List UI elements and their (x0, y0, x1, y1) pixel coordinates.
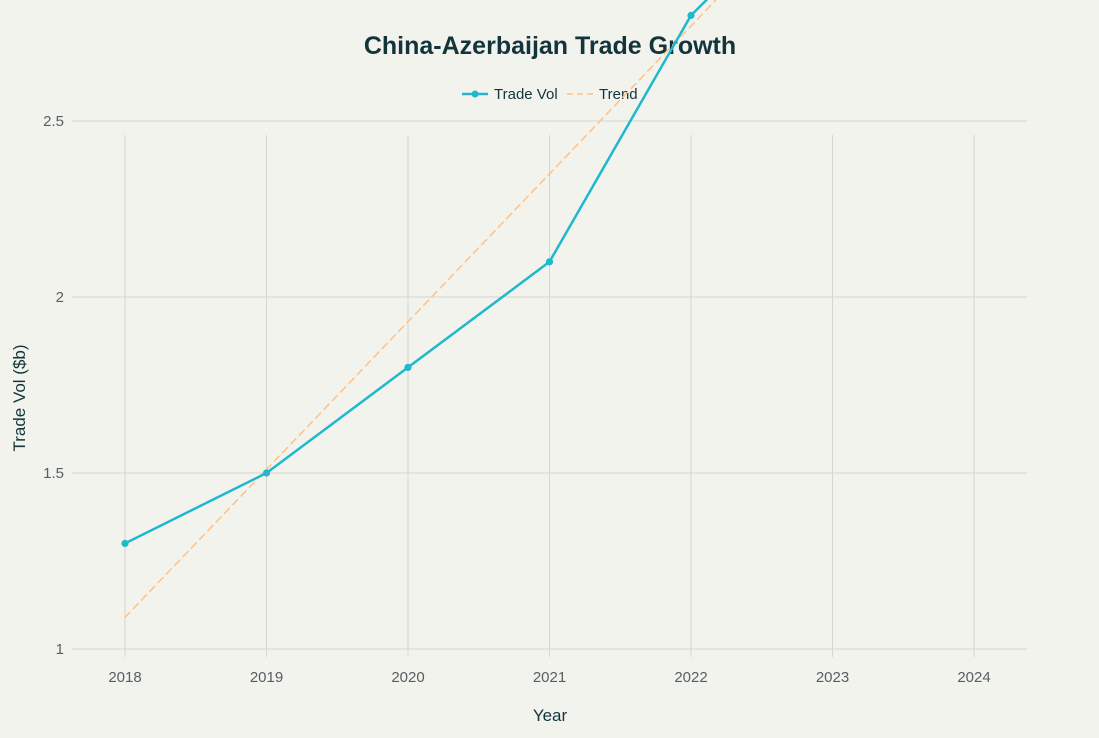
x-tick-label: 2022 (674, 669, 707, 686)
x-tick-label: 2021 (533, 669, 566, 686)
data-point-trade-vol[interactable] (404, 363, 412, 371)
x-tick-label: 2023 (816, 669, 849, 686)
y-axis-title: Trade Vol ($b) (10, 344, 29, 451)
data-point-trade-vol[interactable] (262, 469, 271, 477)
y-tick-label: 1 (56, 641, 64, 658)
x-tick-label: 2020 (391, 669, 424, 686)
x-tick-label: 2024 (957, 669, 990, 686)
x-tick-label: 2019 (250, 669, 283, 686)
data-point-trade-vol[interactable] (687, 11, 695, 19)
data-point-trade-vol[interactable] (545, 258, 554, 266)
legend-label-trend: Trend (599, 86, 638, 103)
x-axis-title: Year (533, 706, 568, 725)
y-tick-label: 2 (56, 289, 64, 306)
legend: Trade Vol Trend (462, 86, 638, 103)
y-tick-label: 1.5 (43, 465, 64, 482)
grid (72, 120, 1027, 657)
y-tick-label: 2.5 (43, 113, 64, 130)
x-tick-label: 2018 (108, 669, 141, 686)
legend-marker-trade-vol (471, 90, 479, 98)
data-point-trade-vol[interactable] (121, 539, 129, 548)
legend-label-trade-vol: Trade Vol (494, 86, 558, 103)
legend-item-trend[interactable]: Trend (567, 86, 638, 103)
legend-item-trade-vol[interactable]: Trade Vol (462, 86, 558, 103)
series-layer (121, 0, 717, 619)
